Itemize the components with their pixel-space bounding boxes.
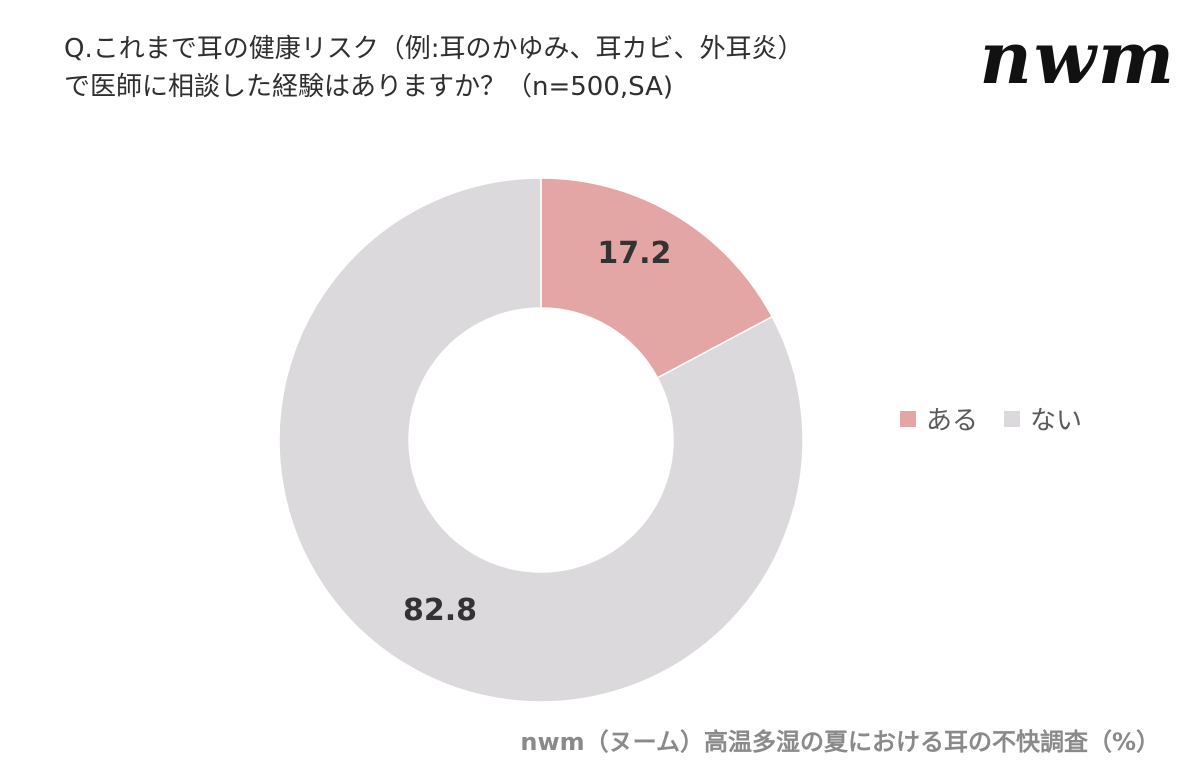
source-note: nwm（ヌーム）高温多湿の夏における耳の不快調査（%） <box>520 728 1160 756</box>
question-line-1: Q.これまで耳の健康リスク（例:耳のかゆみ、耳カビ、外耳炎） <box>64 34 804 64</box>
data-label-aru: 17.2 <box>597 236 671 271</box>
data-label-nai: 82.8 <box>403 593 477 628</box>
legend-item-nai: ない <box>1004 400 1082 437</box>
legend-item-aru: ある <box>900 400 978 437</box>
donut-slice-aru <box>540 177 774 379</box>
legend-label-nai: ない <box>1030 406 1083 436</box>
legend-label-aru: ある <box>926 406 979 436</box>
brand-logo: nwm <box>979 15 1176 100</box>
legend-swatch-nai <box>1004 410 1021 427</box>
labels-layer: 17.2 82.8 <box>403 236 671 628</box>
legend: ある ない <box>900 400 1082 437</box>
question-line-2: で医師に相談した経験はありますか？（n=500,SA) <box>64 72 674 102</box>
chart-title: Q.これまで耳の健康リスク（例:耳のかゆみ、耳カビ、外耳炎） で医師に相談した経… <box>64 30 904 106</box>
legend-swatch-aru <box>900 410 916 427</box>
slices-layer <box>278 177 804 703</box>
donut-slice-nai <box>278 177 804 703</box>
